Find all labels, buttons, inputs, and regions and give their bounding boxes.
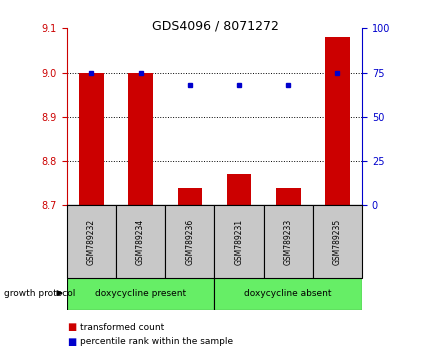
Bar <box>128 73 153 205</box>
Bar <box>324 37 349 205</box>
Bar <box>177 188 202 205</box>
Text: doxycycline absent: doxycycline absent <box>244 289 331 298</box>
Text: percentile rank within the sample: percentile rank within the sample <box>80 337 232 346</box>
Text: GSM789234: GSM789234 <box>136 218 145 265</box>
Bar <box>226 174 251 205</box>
Text: GSM789232: GSM789232 <box>87 218 96 265</box>
Bar <box>263 205 312 278</box>
Text: ■: ■ <box>67 322 76 332</box>
Bar <box>275 188 300 205</box>
Bar <box>67 278 214 310</box>
Bar <box>214 205 263 278</box>
Text: GSM789231: GSM789231 <box>234 218 243 265</box>
Bar <box>165 205 214 278</box>
Bar <box>67 205 116 278</box>
Bar <box>214 278 361 310</box>
Text: GSM789233: GSM789233 <box>283 218 292 265</box>
Bar <box>116 205 165 278</box>
Text: growth protocol: growth protocol <box>4 289 76 298</box>
Text: GDS4096 / 8071272: GDS4096 / 8071272 <box>152 19 278 33</box>
Text: GSM789235: GSM789235 <box>332 218 341 265</box>
Text: transformed count: transformed count <box>80 323 163 332</box>
Bar <box>79 73 104 205</box>
Bar <box>312 205 361 278</box>
Text: GSM789236: GSM789236 <box>185 218 194 265</box>
Text: ■: ■ <box>67 337 76 347</box>
Text: doxycycline present: doxycycline present <box>95 289 186 298</box>
